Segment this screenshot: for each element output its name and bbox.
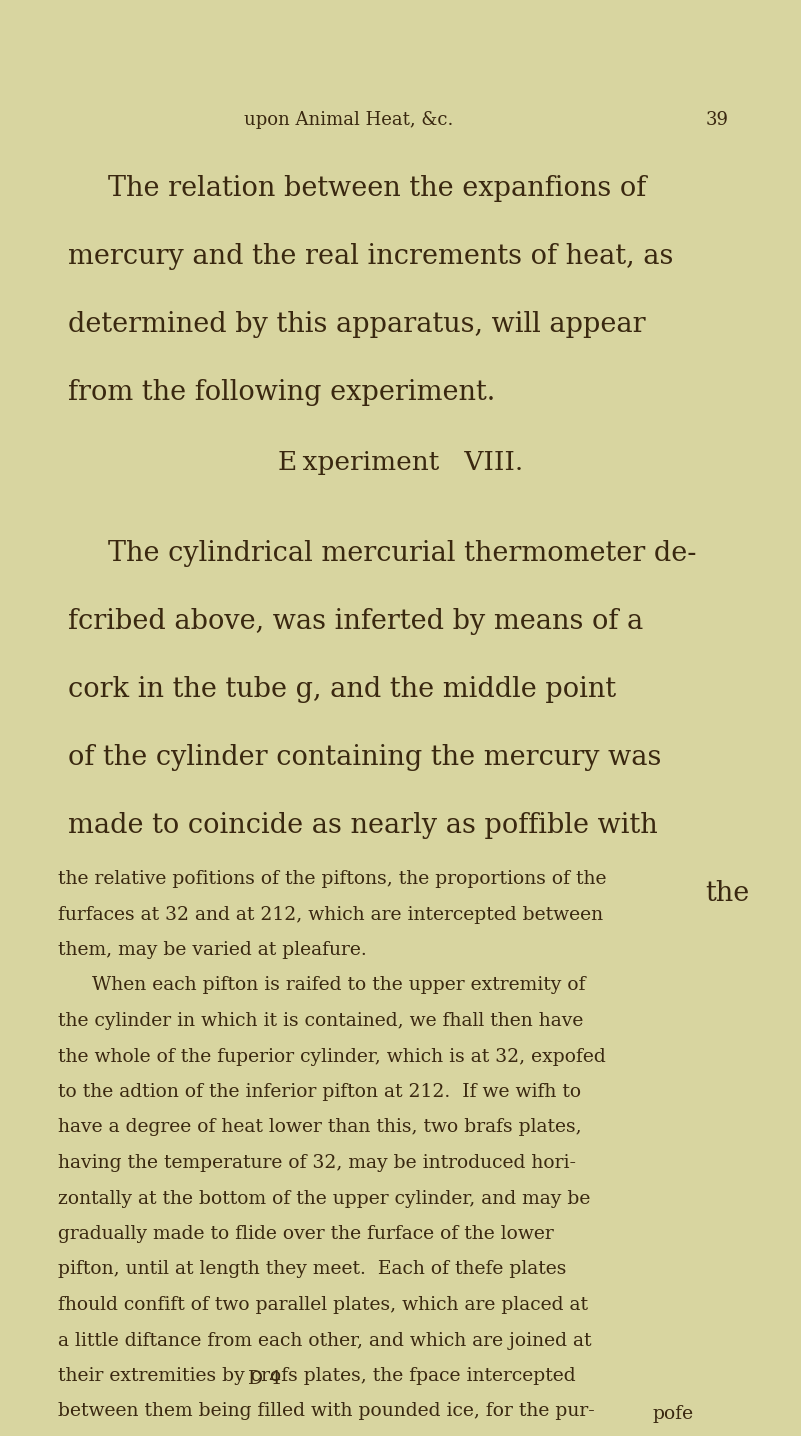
Text: having the temperature of 32, may be introduced hori-: having the temperature of 32, may be int…: [58, 1155, 576, 1172]
Text: of the cylinder containing the mercury was: of the cylinder containing the mercury w…: [68, 744, 662, 771]
Text: pifton, until at length they meet.  Each of thefe plates: pifton, until at length they meet. Each …: [58, 1261, 566, 1278]
Text: fcribed above, was inferted by means of a: fcribed above, was inferted by means of …: [68, 607, 643, 635]
Text: 39: 39: [706, 111, 728, 129]
Text: determined by this apparatus, will appear: determined by this apparatus, will appea…: [68, 312, 646, 337]
Text: them, may be varied at pleafure.: them, may be varied at pleafure.: [58, 941, 366, 959]
Text: the relative pofitions of the piftons, the proportions of the: the relative pofitions of the piftons, t…: [58, 870, 606, 887]
Text: D 4: D 4: [248, 1370, 281, 1389]
Text: the whole of the fuperior cylinder, which is at 32, expofed: the whole of the fuperior cylinder, whic…: [58, 1047, 606, 1066]
Text: furfaces at 32 and at 212, which are intercepted between: furfaces at 32 and at 212, which are int…: [58, 906, 603, 923]
Text: gradually made to flide over the furface of the lower: gradually made to flide over the furface…: [58, 1225, 553, 1244]
Text: the: the: [705, 880, 749, 908]
Text: mercury and the real increments of heat, as: mercury and the real increments of heat,…: [68, 243, 674, 270]
Text: The relation between the expanfions of: The relation between the expanfions of: [108, 175, 646, 202]
Text: zontally at the bottom of the upper cylinder, and may be: zontally at the bottom of the upper cyli…: [58, 1189, 590, 1208]
Text: cork in the tube g, and the middle point: cork in the tube g, and the middle point: [68, 676, 616, 704]
Text: to the adtion of the inferior pifton at 212.  If we wifh to: to the adtion of the inferior pifton at …: [58, 1083, 581, 1101]
Text: E xperiment   VIII.: E xperiment VIII.: [278, 449, 523, 475]
Text: their extremities by crofs plates, the fpace intercepted: their extremities by crofs plates, the f…: [58, 1367, 575, 1384]
Text: The cylindrical mercurial thermometer de-: The cylindrical mercurial thermometer de…: [108, 540, 697, 567]
Text: have a degree of heat lower than this, two brafs plates,: have a degree of heat lower than this, t…: [58, 1119, 582, 1136]
Text: pofe: pofe: [652, 1404, 694, 1423]
Text: upon Animal Heat, &c.: upon Animal Heat, &c.: [244, 111, 453, 129]
Text: between them being filled with pounded ice, for the pur-: between them being filled with pounded i…: [58, 1403, 594, 1420]
Text: from the following experiment.: from the following experiment.: [68, 379, 495, 406]
Text: When each pifton is raifed to the upper extremity of: When each pifton is raifed to the upper …: [92, 976, 586, 995]
Text: a little diftance from each other, and which are joined at: a little diftance from each other, and w…: [58, 1331, 591, 1350]
Text: made to coincide as nearly as poffible with: made to coincide as nearly as poffible w…: [68, 811, 658, 839]
Text: the cylinder in which it is contained, we fhall then have: the cylinder in which it is contained, w…: [58, 1012, 583, 1030]
Text: fhould confift of two parallel plates, which are placed at: fhould confift of two parallel plates, w…: [58, 1297, 588, 1314]
